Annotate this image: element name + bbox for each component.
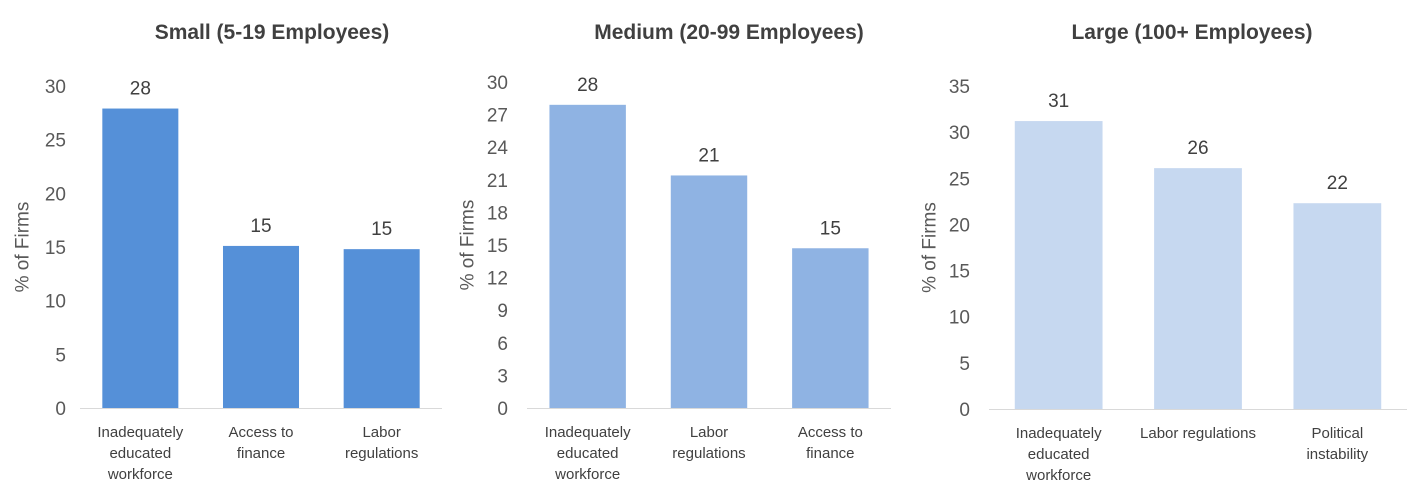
data-label: 28 bbox=[130, 79, 151, 100]
y-tick-label: 3 bbox=[497, 366, 508, 387]
y-tick-label: 12 bbox=[487, 269, 508, 290]
y-tick-label: 5 bbox=[959, 354, 970, 375]
data-label: 26 bbox=[1187, 138, 1208, 159]
bar bbox=[343, 249, 420, 408]
x-tick-label: Access to finance bbox=[228, 424, 293, 462]
y-tick-label: 35 bbox=[949, 77, 970, 98]
y-tick-label: 0 bbox=[497, 399, 508, 420]
y-tick-label: 20 bbox=[949, 215, 970, 236]
chart-title: Small (5-19 Employees) bbox=[155, 21, 390, 44]
y-axis-label: % of Firms bbox=[13, 202, 34, 293]
chart-title: Large (100+ Employees) bbox=[1071, 21, 1312, 44]
x-tick-label: Labor regulations bbox=[345, 424, 418, 462]
data-label: 15 bbox=[250, 216, 271, 237]
data-label: 28 bbox=[577, 75, 598, 96]
x-tick-label: Labor regulations bbox=[672, 424, 745, 462]
y-tick-label: 0 bbox=[959, 400, 970, 421]
y-tick-label: 24 bbox=[487, 138, 509, 159]
data-label: 22 bbox=[1327, 173, 1348, 194]
x-tick-label: Inadequately educated workforce bbox=[97, 424, 183, 483]
y-tick-label: 9 bbox=[497, 301, 508, 322]
chart-2: Medium (20-99 Employees) 0 3 6 9 12 15 18 21 24 27… bbox=[458, 21, 891, 483]
x-tick-label: Labor regulations bbox=[1140, 425, 1256, 442]
data-label: 21 bbox=[698, 145, 719, 166]
x-tick-label: Political instability bbox=[1306, 425, 1368, 463]
y-tick-label: 0 bbox=[55, 399, 66, 420]
y-tick-label: 18 bbox=[487, 203, 508, 224]
y-tick-label: 6 bbox=[497, 334, 508, 355]
bar bbox=[792, 248, 869, 408]
y-tick-label: 30 bbox=[949, 123, 970, 144]
data-label: 15 bbox=[820, 218, 841, 239]
chart-3: Large (100+ Employees) 0 5 10 15 20 25 30 35 % of… bbox=[920, 21, 1407, 484]
y-tick-label: 30 bbox=[487, 73, 508, 94]
y-axis-label: % of Firms bbox=[920, 202, 941, 293]
chart-title: Medium (20-99 Employees) bbox=[594, 21, 864, 44]
bar bbox=[670, 175, 748, 408]
x-tick-label: Access to finance bbox=[798, 424, 863, 462]
y-tick-label: 5 bbox=[55, 345, 66, 366]
x-tick-label: Inadequately educated workforce bbox=[1016, 425, 1102, 484]
y-tick-label: 15 bbox=[949, 262, 970, 283]
bar bbox=[222, 245, 300, 408]
chart-1: Small (5-19 Employees) 0 5 10 15 20 25 30 % of F… bbox=[13, 21, 442, 483]
x-tick-label: Inadequately educated workforce bbox=[545, 424, 631, 483]
y-tick-label: 30 bbox=[45, 77, 66, 98]
y-tick-label: 10 bbox=[45, 292, 66, 313]
y-tick-label: 10 bbox=[949, 308, 970, 329]
y-tick-label: 25 bbox=[949, 169, 970, 190]
data-label: 15 bbox=[371, 219, 392, 240]
y-tick-label: 27 bbox=[487, 106, 508, 127]
bar bbox=[1154, 168, 1242, 409]
y-axis-label: % of Firms bbox=[458, 200, 479, 291]
y-tick-label: 21 bbox=[487, 171, 508, 192]
bar bbox=[1014, 121, 1103, 409]
bar bbox=[549, 104, 626, 408]
y-tick-label: 15 bbox=[487, 236, 508, 257]
bar bbox=[1293, 203, 1382, 409]
data-label: 31 bbox=[1048, 91, 1069, 112]
y-tick-label: 15 bbox=[45, 238, 66, 259]
y-tick-label: 20 bbox=[45, 184, 66, 205]
y-tick-label: 25 bbox=[45, 131, 66, 152]
bar bbox=[102, 108, 179, 408]
